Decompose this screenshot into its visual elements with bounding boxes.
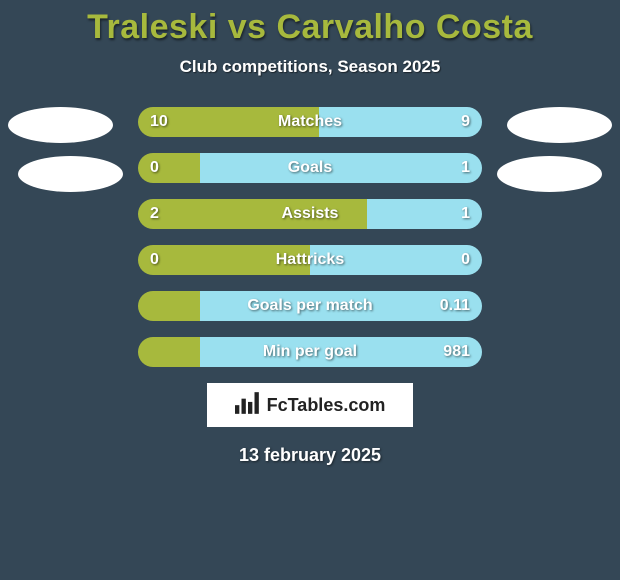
stat-bar-left xyxy=(138,291,200,321)
stat-value-right: 1 xyxy=(461,199,470,229)
stat-bar-left xyxy=(138,245,310,275)
player-right-photo xyxy=(507,107,612,143)
stat-row: 0.11Goals per match xyxy=(138,291,482,321)
page-subtitle: Club competitions, Season 2025 xyxy=(0,57,620,77)
comparison-arena: 109Matches01Goals21Assists00Hattricks0.1… xyxy=(0,107,620,367)
player-right-photo-shadow xyxy=(497,156,602,192)
stat-value-right: 0.11 xyxy=(440,291,470,321)
stat-bar-right xyxy=(200,337,482,367)
watermark: FcTables.com xyxy=(207,383,413,427)
bars-icon xyxy=(235,392,261,419)
stat-bar-left xyxy=(138,153,200,183)
stat-value-left: 0 xyxy=(150,153,159,183)
stat-bar-right xyxy=(319,107,482,137)
comparison-bars: 109Matches01Goals21Assists00Hattricks0.1… xyxy=(138,107,482,367)
stat-bar-right xyxy=(200,153,482,183)
stat-row: 01Goals xyxy=(138,153,482,183)
player-left-photo-shadow xyxy=(18,156,123,192)
stat-value-left: 2 xyxy=(150,199,159,229)
stat-bar-right xyxy=(310,245,482,275)
stat-value-left: 10 xyxy=(150,107,168,137)
stat-bar-left xyxy=(138,337,200,367)
stat-value-right: 9 xyxy=(461,107,470,137)
page-title: Traleski vs Carvalho Costa xyxy=(0,0,620,47)
watermark-text: FcTables.com xyxy=(267,395,386,416)
stat-row: 21Assists xyxy=(138,199,482,229)
stat-value-left: 0 xyxy=(150,245,159,275)
date-text: 13 february 2025 xyxy=(0,445,620,466)
stat-value-right: 981 xyxy=(443,337,470,367)
stat-row: 981Min per goal xyxy=(138,337,482,367)
stat-bar-left xyxy=(138,199,367,229)
stat-value-right: 1 xyxy=(461,153,470,183)
stat-value-right: 0 xyxy=(461,245,470,275)
stat-row: 00Hattricks xyxy=(138,245,482,275)
player-left-photo xyxy=(8,107,113,143)
stat-row: 109Matches xyxy=(138,107,482,137)
